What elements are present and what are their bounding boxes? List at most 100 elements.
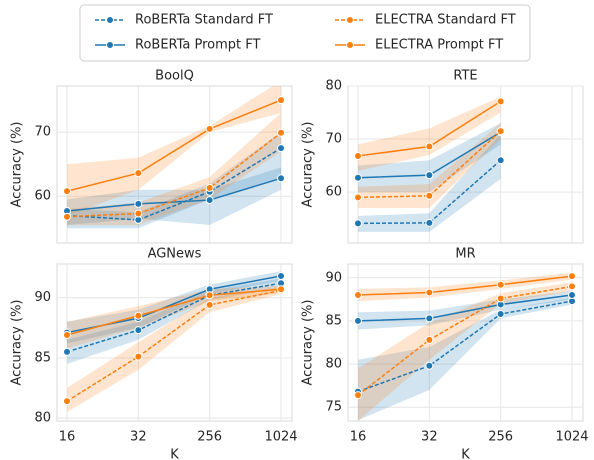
data-point	[277, 285, 285, 294]
data-point	[425, 335, 434, 344]
legend-marker	[346, 41, 354, 49]
x-tick-label: 1024	[555, 430, 588, 445]
plot-area	[347, 85, 584, 244]
data-point	[63, 397, 71, 406]
confidence-band	[358, 272, 572, 302]
data-point	[277, 174, 285, 183]
series-line	[66, 282, 282, 353]
series-line	[357, 130, 502, 199]
data-point	[496, 156, 505, 165]
series-line	[357, 285, 573, 396]
confidence-band	[358, 96, 501, 171]
data-point	[277, 128, 285, 137]
y-tick-label: 85	[325, 313, 342, 328]
data-point	[134, 326, 143, 335]
data-point	[496, 310, 505, 319]
data-point	[205, 124, 214, 133]
confidence-band	[358, 290, 572, 330]
subplot-title: AGNews	[148, 247, 202, 262]
data-point	[277, 144, 285, 153]
data-point	[354, 316, 362, 325]
legend-label: RoBERTa Standard FT	[135, 13, 273, 28]
data-point	[354, 152, 362, 161]
data-point	[63, 330, 71, 339]
data-point	[134, 352, 143, 361]
x-tick-label: 256	[488, 430, 513, 445]
y-tick-label: 85	[34, 350, 51, 365]
confidence-band	[67, 286, 281, 412]
legend-marker	[106, 41, 114, 49]
subplot-title: MR	[455, 247, 475, 262]
data-point	[63, 212, 71, 221]
subplot-title: RTE	[453, 69, 477, 84]
data-point	[425, 142, 434, 151]
data-point	[568, 272, 576, 281]
subplot-title: BoolQ	[155, 69, 194, 84]
y-tick-label: 90	[34, 290, 51, 305]
data-point	[277, 272, 285, 281]
data-point	[496, 127, 505, 136]
x-tick-label: 1024	[264, 430, 297, 445]
legend-label: ELECTRA Prompt FT	[375, 38, 503, 53]
confidence-band	[358, 297, 572, 421]
series-line	[357, 159, 502, 225]
data-point	[354, 219, 362, 228]
y-axis-label: Accuracy (%)	[301, 300, 316, 386]
data-point	[134, 311, 143, 320]
confidence-band	[67, 278, 281, 364]
legend-marker	[346, 16, 354, 24]
data-point	[63, 347, 71, 356]
data-point	[134, 209, 143, 218]
confidence-band	[358, 282, 572, 421]
confidence-band	[67, 167, 281, 226]
data-point	[277, 96, 285, 105]
data-point	[568, 282, 576, 291]
series-line	[66, 132, 282, 218]
y-axis-label: Accuracy (%)	[301, 122, 316, 208]
data-point	[425, 361, 434, 370]
data-point	[134, 169, 143, 178]
series-line	[66, 177, 282, 212]
data-point	[425, 314, 434, 323]
confidence-band	[358, 133, 501, 232]
data-point	[354, 173, 362, 182]
legend-box	[79, 4, 531, 62]
y-tick-label: 70	[34, 125, 51, 140]
series-line	[357, 294, 573, 322]
series-line	[66, 289, 282, 402]
series-layer	[354, 272, 576, 421]
y-axis-label: Accuracy (%)	[10, 122, 25, 208]
legend-marker	[106, 16, 114, 24]
y-tick-label: 90	[325, 270, 342, 285]
data-point	[496, 280, 505, 289]
x-tick-label: 256	[197, 430, 222, 445]
y-tick-label: 80	[34, 410, 51, 425]
data-point	[425, 171, 434, 180]
data-point	[354, 291, 362, 300]
data-point	[354, 193, 362, 202]
y-tick-label: 60	[325, 185, 342, 200]
series-layer	[63, 271, 285, 412]
series-line	[357, 300, 573, 393]
confidence-band	[67, 271, 281, 344]
series-line	[66, 99, 282, 192]
legend-label: ELECTRA Standard FT	[375, 13, 516, 28]
data-point	[496, 294, 505, 303]
y-tick-label: 80	[325, 357, 342, 372]
series-line	[357, 275, 573, 296]
data-point	[205, 300, 214, 309]
data-point	[425, 218, 434, 227]
x-axis-label: K	[461, 448, 470, 460]
data-point	[205, 183, 214, 192]
data-point	[496, 97, 505, 106]
data-point	[205, 291, 214, 300]
series-line	[66, 147, 282, 221]
y-axis-label: Accuracy (%)	[10, 300, 25, 386]
series-layer	[63, 86, 285, 229]
data-point	[425, 191, 434, 200]
data-point	[205, 196, 214, 205]
plot-area	[347, 263, 584, 422]
x-tick-label: 16	[59, 430, 76, 445]
x-axis-label: K	[170, 448, 179, 460]
